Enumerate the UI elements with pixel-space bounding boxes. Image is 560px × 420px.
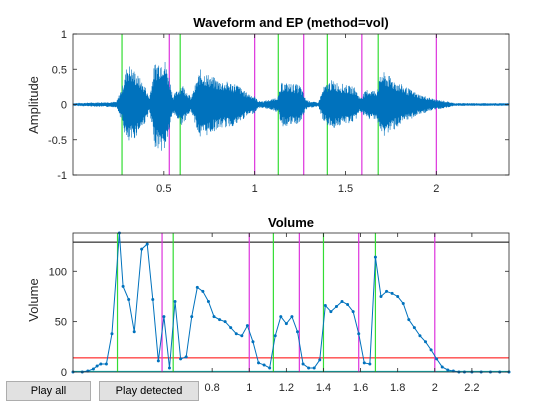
volume-point [145, 242, 149, 246]
x-tick-label: 2 [433, 183, 439, 195]
volume-point [379, 294, 383, 298]
y-tick-label: -1 [57, 170, 67, 182]
volume-point [435, 357, 439, 361]
volume-point [121, 284, 125, 288]
x-tick-label: 1.2 [279, 382, 294, 394]
volume-point [412, 326, 416, 330]
waveform-axes: 0.5 1 1.5 2 -1 -0.5 0 0.5 1 Waveform and EP (met… [26, 15, 510, 195]
volume-point [323, 304, 327, 308]
volume-point [223, 320, 227, 324]
x-tick-label: 1 [246, 382, 252, 394]
volume-point [424, 340, 428, 344]
volume-axes: 0.8 1 1.2 1.4 1.6 1.8 2 2.2 0 50 100 Volume Volume [26, 215, 511, 394]
x-tick-label: 1.5 [338, 183, 353, 195]
x-tick-label: 2 [432, 382, 438, 394]
volume-point [229, 326, 233, 330]
volume-point [184, 355, 188, 359]
volume-point [340, 299, 344, 303]
waveform-series [72, 62, 510, 151]
volume-point [373, 255, 377, 259]
volume-point [429, 348, 433, 352]
volume-point [396, 294, 400, 298]
volume-point [407, 318, 411, 322]
volume-series-line [73, 232, 509, 373]
volume-point [190, 315, 194, 319]
volume-point [167, 366, 171, 370]
y-tick-label: 0.5 [52, 64, 67, 76]
volume-point [245, 324, 249, 328]
waveform-y-label: Amplitude [26, 76, 41, 134]
volume-point [140, 247, 144, 251]
y-tick-label: -0.5 [48, 135, 67, 147]
volume-point [162, 315, 166, 319]
x-tick-label: 1 [252, 183, 258, 195]
volume-point [401, 302, 405, 306]
volume-point [127, 297, 131, 301]
x-tick-label: 1.8 [390, 382, 405, 394]
volume-point [151, 297, 155, 301]
volume-point [284, 322, 288, 326]
volume-point [346, 303, 350, 307]
volume-ticks: 0.8 1 1.2 1.4 1.6 1.8 2 2.2 0 50 100 [49, 233, 509, 394]
play-all-button[interactable]: Play all [6, 381, 91, 401]
volume-point [357, 332, 361, 336]
volume-point [218, 318, 222, 322]
volume-point [173, 299, 177, 303]
volume-point [334, 305, 338, 309]
y-tick-label: 0 [61, 100, 67, 112]
volume-axes-box [72, 232, 510, 373]
x-tick-label: 0.8 [205, 382, 220, 394]
volume-point [179, 357, 183, 361]
y-tick-label: 50 [55, 317, 67, 329]
volume-point [385, 289, 389, 293]
volume-y-label: Volume [26, 278, 41, 321]
y-tick-label: 0 [61, 367, 67, 379]
volume-point [201, 289, 205, 293]
volume-point [268, 366, 272, 370]
volume-point [273, 334, 277, 338]
volume-point [318, 358, 322, 362]
volume-point [212, 315, 216, 319]
volume-point [279, 315, 283, 319]
volume-point [368, 362, 372, 366]
volume-point [290, 315, 294, 319]
volume-point [240, 334, 244, 338]
volume-point [110, 332, 114, 336]
volume-point [251, 340, 255, 344]
volume-point [295, 330, 299, 334]
volume-point [440, 365, 444, 369]
volume-plot-area [73, 233, 509, 372]
volume-point [390, 291, 394, 295]
y-tick-label: 1 [61, 29, 67, 41]
volume-point [351, 310, 355, 314]
y-tick-label: 100 [49, 266, 67, 278]
volume-point [257, 361, 261, 365]
volume-point [418, 334, 422, 338]
volume-point [307, 366, 311, 370]
volume-point [234, 332, 238, 336]
volume-point [206, 299, 210, 303]
volume-point [329, 310, 333, 314]
volume-point [95, 364, 99, 368]
volume-point [91, 367, 95, 371]
x-tick-label: 1.6 [353, 382, 368, 394]
play-detected-button[interactable]: Play detected [99, 381, 199, 401]
x-tick-label: 0.5 [156, 183, 171, 195]
volume-title: Volume [268, 215, 314, 230]
volume-point [195, 285, 199, 289]
volume-point [301, 362, 305, 366]
volume-point [312, 366, 316, 370]
volume-point [99, 362, 103, 366]
volume-point [156, 359, 160, 363]
volume-point [262, 363, 266, 367]
waveform-title: Waveform and EP (method=vol) [193, 15, 388, 30]
x-tick-label: 1.4 [316, 382, 331, 394]
volume-point [446, 368, 450, 372]
waveform-ticks: 0.5 1 1.5 2 -1 -0.5 0 0.5 1 [48, 29, 509, 195]
volume-point [104, 362, 108, 366]
volume-point [362, 361, 366, 365]
volume-point [132, 330, 136, 334]
x-tick-label: 2.2 [464, 382, 479, 394]
